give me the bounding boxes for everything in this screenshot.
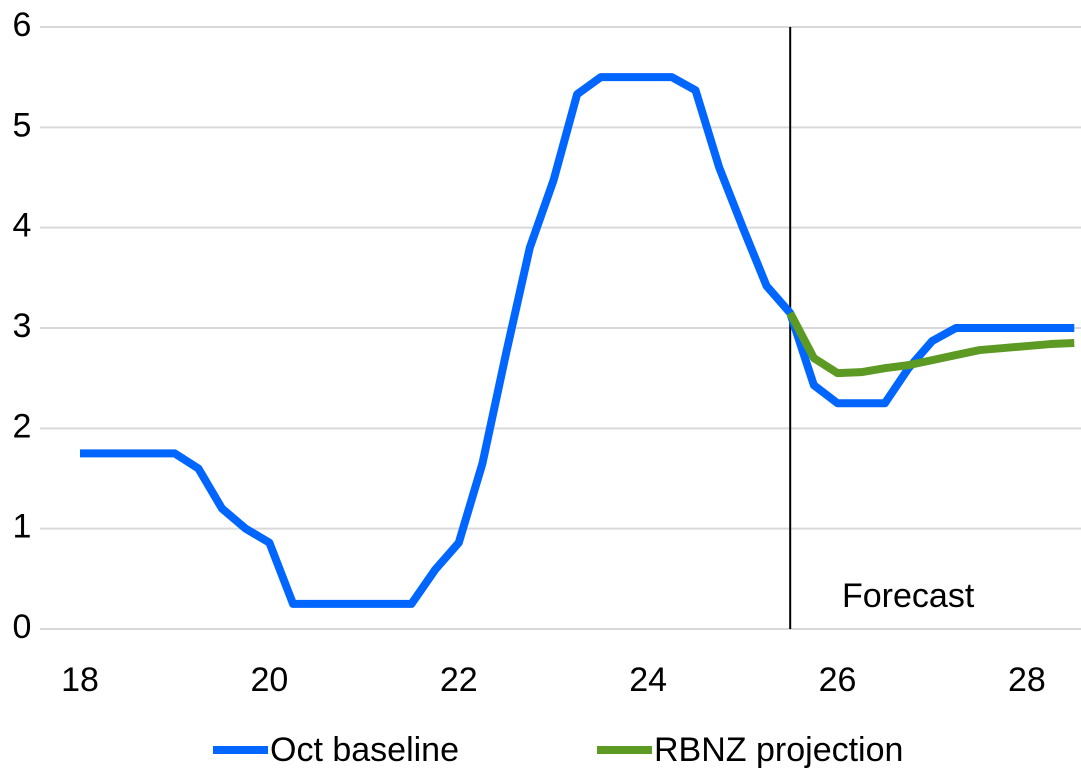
legend-label: Oct baseline: [270, 731, 459, 769]
y-tick-label: 3: [13, 307, 32, 345]
x-tick-label: 26: [819, 661, 857, 699]
x-tick-label: 20: [250, 661, 288, 699]
series-line: [786, 311, 1075, 378]
y-tick-label: 5: [13, 106, 32, 144]
y-tick-label: 0: [13, 608, 32, 646]
annotation: Forecast: [842, 577, 975, 615]
y-tick-label: 6: [13, 6, 32, 44]
x-tick-label: 22: [440, 661, 478, 699]
y-tick-label: 2: [13, 407, 32, 445]
x-tick-label: 18: [61, 661, 99, 699]
x-tick-label: 28: [1008, 661, 1046, 699]
y-tick-label: 1: [13, 508, 32, 546]
x-tick-label: 24: [629, 661, 667, 699]
y-tick-label: 4: [13, 207, 32, 245]
legend-label: RBNZ projection: [654, 731, 903, 769]
series-line: [80, 73, 1075, 608]
